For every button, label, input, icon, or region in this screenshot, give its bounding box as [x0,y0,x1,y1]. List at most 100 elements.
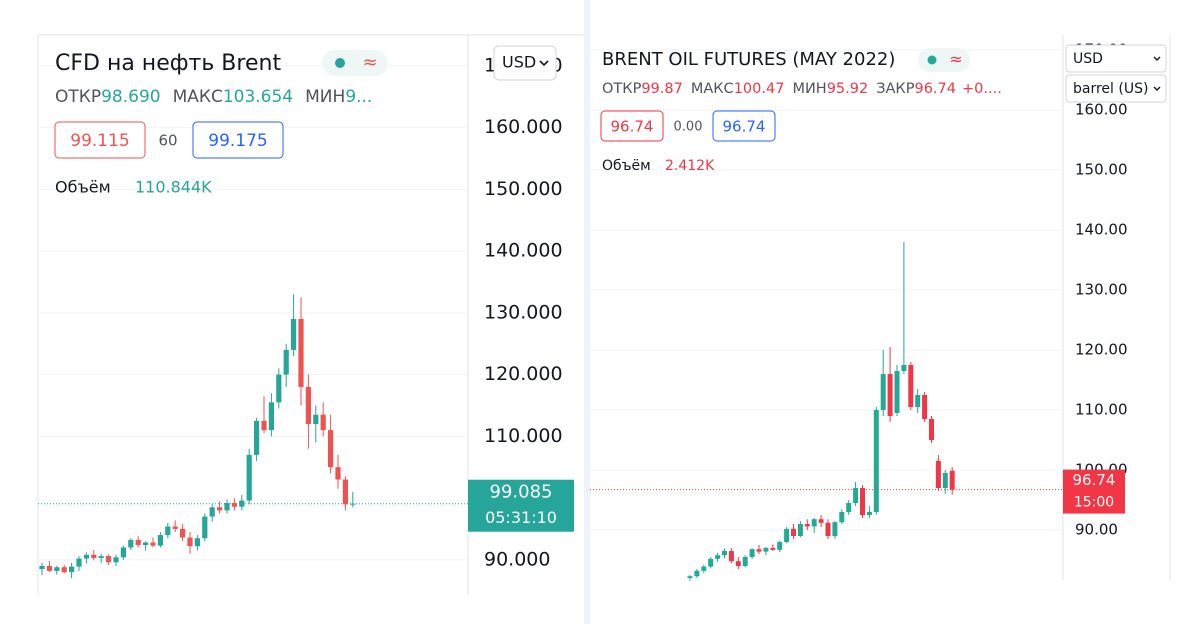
volume-value: 110.844K [135,178,212,197]
y-tick-label: 140.000 [484,240,563,262]
ohlc-legend: ОТКР99.87 МАКС100.47 МИН95.92 ЗАКР96.74 +0..… [602,81,1002,97]
candle-body [313,414,319,424]
candle-body [949,470,955,490]
candle-body [687,576,693,579]
candle-body [128,540,134,548]
delay-icon: ≈ [362,52,377,73]
candle-body [777,542,783,550]
y-tick-label: 160.00 [1075,101,1128,119]
panel-separator [584,0,590,624]
y-tick-label: 110.00 [1075,401,1128,419]
spread: 60 [158,132,177,150]
candle-body [722,551,727,556]
candle-body [165,526,171,536]
legend-label: МИН [792,81,826,97]
candle-body [715,555,721,559]
candle-body [224,503,230,511]
legend-value: 96.74 [914,81,956,97]
candle-body [908,365,914,408]
y-tick-label: 140.00 [1075,221,1128,239]
candle-body [39,565,45,570]
candle-body [915,395,921,408]
candle-body [749,549,755,558]
unit-value: barrel (US) [1073,81,1148,97]
legend-label: МИН [305,87,345,107]
chevron [1153,56,1161,61]
candle-body [742,557,748,567]
last-price-label: 99.085 [490,482,553,503]
currency-dropdown[interactable] [493,45,557,81]
candle-body [701,566,707,571]
candle-body [217,507,223,511]
candle-body [350,503,356,505]
sell-button[interactable] [600,110,664,142]
candle-body [202,516,208,539]
candle-body [797,524,803,537]
spread: 0.00 [674,120,703,135]
candle-body [283,349,289,375]
status-pill[interactable] [918,48,970,72]
candle-body [880,374,886,411]
delay-icon: ≈ [949,50,962,69]
symbol-title: BRENT OIL FUTURES (MAY 2022) [602,49,895,70]
y-tick-label: 110.000 [484,425,563,447]
currency-value: USD [1073,51,1103,67]
last-price-box [1063,469,1125,514]
chevron [1153,86,1161,91]
candle-body [853,488,859,504]
status-pill[interactable] [322,50,388,76]
candle-body [106,556,112,563]
candle-body [143,542,149,545]
legend-value: 100.47 [734,81,785,97]
legend-label: ОТКР [55,87,101,107]
legend-label: ОТКР [602,81,642,97]
candle-body [811,519,817,527]
y-tick-label: 120.00 [1075,341,1128,359]
ohlc-legend: ОТКР98.690 МАКС103.654 МИН9... [55,87,372,107]
candle-body [887,374,893,417]
candle-body [172,526,178,529]
candle-body [328,430,334,468]
legend-value: 98.690 [101,87,160,107]
candle-body [261,420,267,431]
ask-price: 96.74 [723,118,766,136]
currency-dropdown[interactable] [1065,44,1167,73]
candle-body [873,410,879,513]
candle-body [209,507,215,517]
last-price-label: 96.74 [1073,471,1116,489]
candle-body [76,558,82,567]
candle-body [935,461,941,489]
candle-body [335,467,341,480]
buy-button[interactable] [712,110,776,142]
candle-body [291,319,297,350]
candle-body [69,566,75,573]
candle-body [735,561,741,567]
candle-body [91,554,97,558]
y-tick-label: 90.000 [484,548,550,570]
candle-body [194,538,200,547]
volume-value: 2.412K [665,158,715,174]
unit-dropdown[interactable] [1065,74,1167,103]
candle-body [818,519,824,523]
candle-body [46,565,52,571]
sell-button[interactable] [54,121,146,159]
candle-body [157,535,163,546]
candle-body [929,419,934,441]
countdown: 15:00 [1074,495,1114,511]
candle-body [804,524,810,527]
candle-body [61,567,67,573]
candle-body [894,371,900,414]
legend-label: ЗАКР [876,81,915,97]
candle-body [846,503,852,513]
candle-body [276,374,282,403]
candle-body [254,420,260,455]
candle-body [180,528,186,538]
y-tick-label: 90.00 [1075,521,1118,539]
y-tick-label: 130.00 [1075,281,1128,299]
symbol-title: CFD на нефть Brent [55,51,281,76]
candle-body [150,542,156,546]
candle-body [239,500,245,507]
y-tick-label: 150.00 [1075,161,1128,179]
candle-body [832,522,838,537]
buy-button[interactable] [192,121,284,159]
